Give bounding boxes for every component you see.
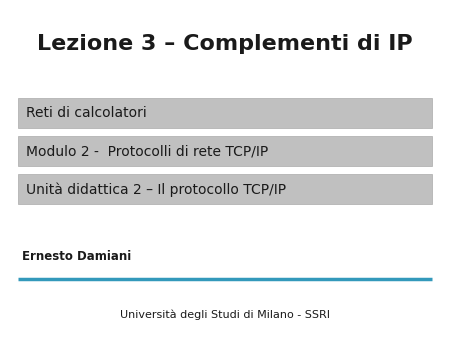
- Text: Modulo 2 -  Protocolli di rete TCP/IP: Modulo 2 - Protocolli di rete TCP/IP: [26, 144, 268, 159]
- FancyBboxPatch shape: [18, 137, 432, 166]
- Text: Lezione 3 – Complementi di IP: Lezione 3 – Complementi di IP: [37, 34, 413, 54]
- FancyBboxPatch shape: [18, 174, 432, 204]
- Text: Reti di calcolatori: Reti di calcolatori: [26, 106, 147, 120]
- FancyBboxPatch shape: [18, 98, 432, 128]
- Text: Ernesto Damiani: Ernesto Damiani: [22, 250, 132, 263]
- Text: Unità didattica 2 – Il protocollo TCP/IP: Unità didattica 2 – Il protocollo TCP/IP: [26, 182, 286, 197]
- Text: Università degli Studi di Milano - SSRI: Università degli Studi di Milano - SSRI: [120, 309, 330, 320]
